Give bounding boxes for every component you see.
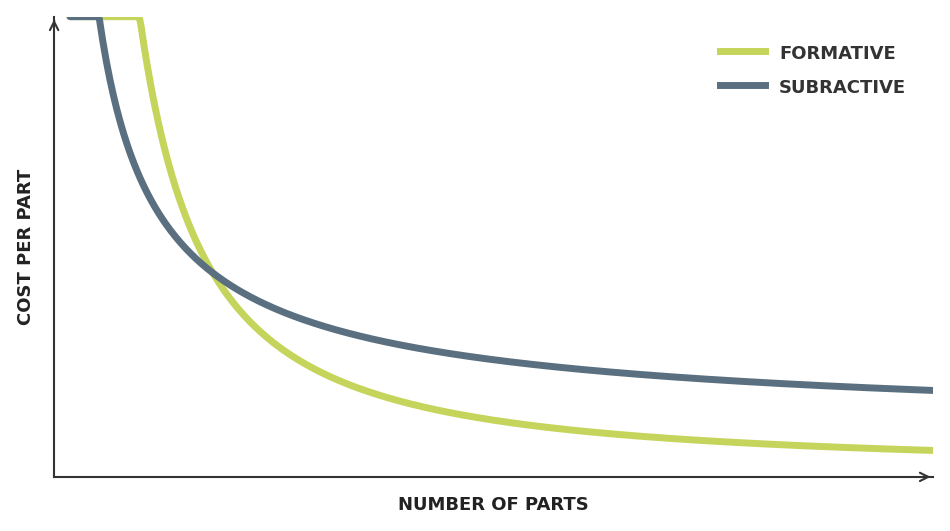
Y-axis label: COST PER PART: COST PER PART bbox=[17, 169, 34, 325]
X-axis label: NUMBER OF PARTS: NUMBER OF PARTS bbox=[398, 496, 589, 515]
Legend: FORMATIVE, SUBRACTIVE: FORMATIVE, SUBRACTIVE bbox=[701, 25, 924, 115]
